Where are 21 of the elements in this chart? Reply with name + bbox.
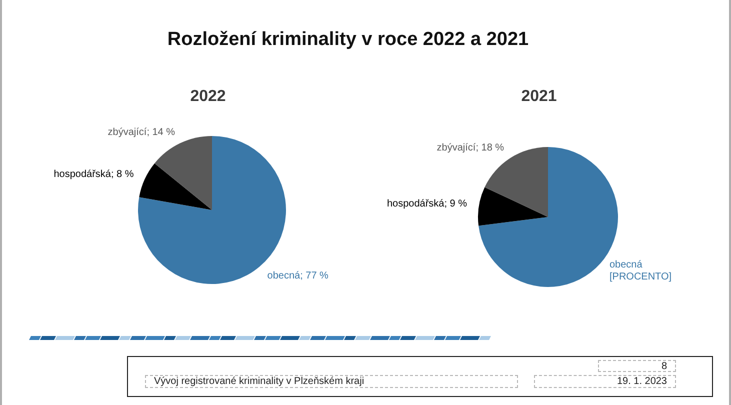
slice-label: hospodářská	[54, 168, 112, 180]
text-field: Vývoj registrované kriminality v Plzeňském kraji	[145, 375, 518, 388]
pie-slice	[139, 163, 212, 210]
data-label: ; 77 %	[300, 270, 329, 282]
data-label: [PROCENTO]	[610, 272, 672, 283]
data-label: ; 18 %	[476, 142, 504, 154]
text-field: 19. 1. 2023	[534, 375, 676, 388]
pie-slice	[154, 136, 212, 210]
data-label: ; 14 %	[146, 126, 176, 138]
chart-title: 2022	[189, 87, 227, 107]
chart-title: 2021	[520, 87, 558, 107]
slice-label: zbývající	[436, 142, 476, 154]
slice-label: zbývající	[108, 126, 147, 138]
text-field: 8	[598, 360, 676, 372]
data-label: ; 8 %	[110, 168, 134, 180]
pie-slice	[478, 187, 548, 226]
slice-label: obecná	[610, 260, 643, 271]
slice-label: obecná	[267, 270, 301, 282]
text: Rozložení kriminality v roce 2022 a 2021	[166, 28, 530, 52]
data-label: ; 9 %	[444, 198, 468, 210]
slice-label: hospodářská	[386, 198, 445, 210]
